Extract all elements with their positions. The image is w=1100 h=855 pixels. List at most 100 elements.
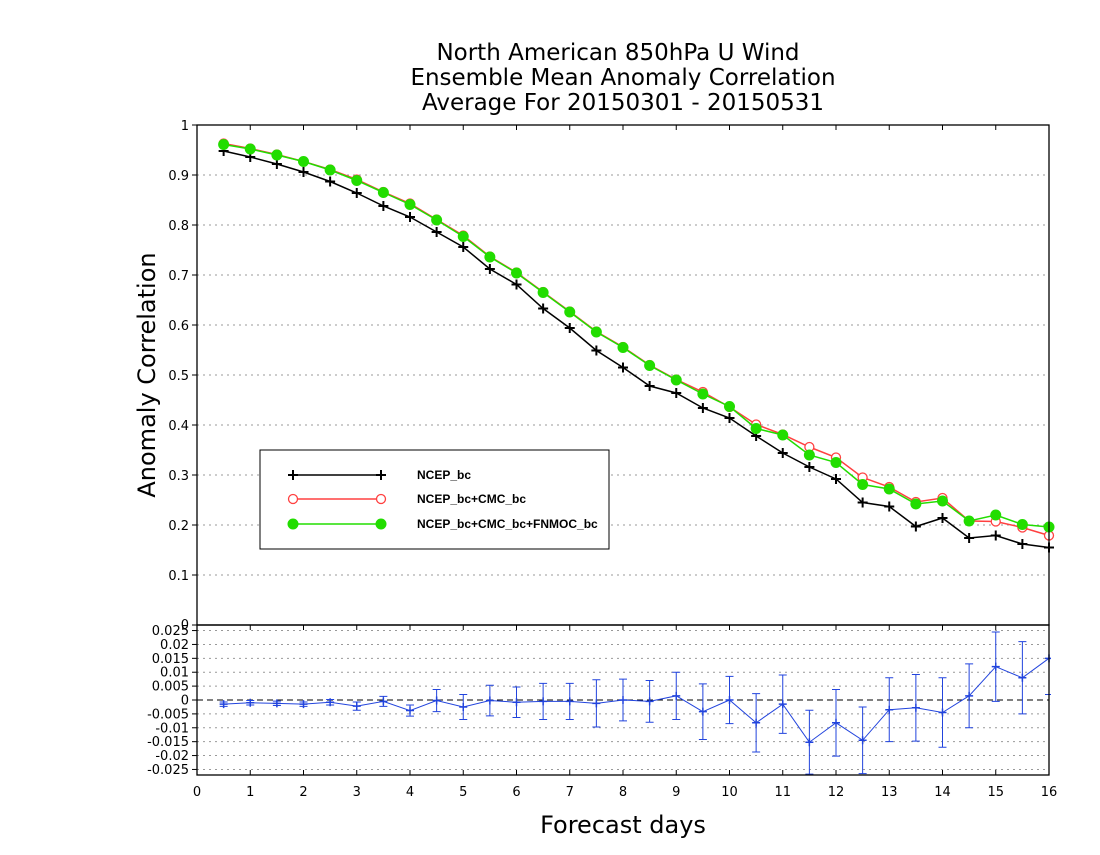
data-point bbox=[884, 501, 895, 512]
data-point bbox=[910, 498, 922, 510]
difference-point bbox=[539, 697, 548, 706]
lower-y-tick-label: -0.015 bbox=[147, 735, 189, 750]
difference-point bbox=[965, 691, 974, 700]
legend-label: NCEP_bc+CMC_bc bbox=[417, 492, 526, 506]
x-tick-label: 9 bbox=[672, 785, 680, 800]
legend-marker bbox=[287, 518, 299, 530]
data-point bbox=[697, 403, 708, 413]
upper-y-tick-label: 0.7 bbox=[168, 269, 189, 284]
upper-y-tick-label: 0.8 bbox=[168, 219, 189, 234]
data-point bbox=[830, 457, 842, 468]
data-point bbox=[1016, 519, 1028, 530]
x-tick-label: 1 bbox=[246, 785, 254, 800]
data-point bbox=[538, 303, 549, 314]
difference-point bbox=[645, 697, 654, 706]
difference-point bbox=[991, 662, 1000, 671]
data-point bbox=[697, 388, 709, 400]
x-axis-label: Forecast days bbox=[540, 811, 706, 839]
data-point bbox=[777, 448, 788, 458]
legend-label: NCEP_bc bbox=[417, 468, 471, 482]
data-point bbox=[777, 429, 789, 441]
x-tick-label: 16 bbox=[1041, 785, 1058, 800]
difference-point bbox=[565, 697, 574, 706]
data-point bbox=[378, 201, 389, 211]
difference-point bbox=[272, 699, 281, 708]
difference-point bbox=[619, 696, 627, 704]
lower-y-tick-label: 0.015 bbox=[152, 652, 189, 667]
upper-panel: 0.1 0.2 0.3 0.4 0.5 0.6 0.7 0.8 0.9 1 bbox=[168, 119, 1055, 626]
data-point bbox=[964, 533, 975, 543]
data-point bbox=[990, 509, 1002, 521]
x-ticks: 0 1 2 3 4 5 6 7 8 9 10 11 12 13 14 15 16 bbox=[193, 625, 1057, 800]
difference-point bbox=[379, 697, 388, 706]
data-point bbox=[910, 521, 921, 532]
data-point bbox=[298, 156, 309, 167]
lower-y-tick-label: 0.025 bbox=[152, 624, 189, 639]
data-point bbox=[1017, 539, 1028, 549]
difference-point bbox=[432, 696, 441, 705]
legend-item-0: NCEP_bc bbox=[288, 468, 471, 482]
difference-point bbox=[938, 708, 947, 717]
difference-point bbox=[672, 691, 681, 700]
difference-point bbox=[805, 738, 814, 747]
difference-series bbox=[219, 625, 1051, 775]
legend: NCEP_bc NCEP_bc+CMC_bc NCEP_bc+CMC_bc+FNMO… bbox=[259, 449, 610, 550]
data-point bbox=[324, 164, 336, 176]
data-point bbox=[591, 345, 602, 356]
y-axis-label: Anomaly Correlation bbox=[133, 252, 161, 497]
title-line-1: North American 850hPa U Wind bbox=[436, 40, 799, 66]
lower-y-tick-label: 0.005 bbox=[152, 680, 189, 695]
data-point bbox=[857, 497, 868, 508]
difference-point bbox=[911, 703, 920, 712]
difference-point bbox=[299, 700, 308, 709]
data-point bbox=[218, 139, 230, 150]
x-tick-label: 7 bbox=[566, 785, 574, 800]
series-0 bbox=[218, 146, 1054, 553]
lower-y-tick-label: -0.025 bbox=[147, 763, 189, 778]
upper-y-tick-label: 0.6 bbox=[168, 319, 189, 334]
x-tick-label: 14 bbox=[934, 785, 951, 800]
data-point bbox=[564, 306, 576, 318]
x-tick-label: 3 bbox=[353, 785, 361, 800]
upper-y-tick-label: 0.4 bbox=[168, 419, 189, 434]
data-point bbox=[831, 474, 841, 484]
lower-y-tick-label: 0.01 bbox=[160, 666, 189, 681]
difference-point bbox=[485, 696, 494, 705]
difference-point bbox=[885, 705, 894, 714]
data-point bbox=[537, 287, 549, 298]
x-tick-label: 12 bbox=[828, 785, 845, 800]
x-tick-label: 11 bbox=[774, 785, 791, 800]
data-point bbox=[750, 423, 762, 434]
data-point bbox=[271, 159, 282, 169]
difference-point bbox=[698, 707, 707, 716]
data-point bbox=[670, 374, 682, 386]
data-point bbox=[377, 187, 389, 198]
title-line-3: Average For 20150301 - 20150531 bbox=[422, 90, 824, 116]
difference-point bbox=[406, 706, 414, 715]
data-point bbox=[724, 401, 735, 412]
data-point bbox=[405, 212, 415, 222]
data-point bbox=[644, 360, 656, 371]
lower-frame bbox=[196, 624, 1050, 776]
data-point bbox=[644, 381, 655, 391]
difference-point bbox=[326, 698, 335, 707]
data-point bbox=[990, 530, 1001, 541]
upper-y-tick-label: 0.2 bbox=[168, 519, 189, 534]
data-point bbox=[617, 342, 629, 353]
difference-point bbox=[352, 702, 361, 711]
data-point bbox=[671, 388, 682, 398]
data-point bbox=[618, 362, 628, 373]
upper-y-tick-label: 0.3 bbox=[168, 469, 189, 484]
data-point bbox=[351, 188, 362, 198]
upper-grid bbox=[197, 174, 1049, 576]
data-point bbox=[457, 231, 469, 242]
data-point bbox=[325, 176, 336, 187]
difference-point bbox=[858, 736, 867, 745]
legend-item-1: NCEP_bc+CMC_bc bbox=[287, 492, 526, 506]
legend-marker bbox=[375, 493, 387, 505]
data-point bbox=[803, 449, 815, 461]
lower-y-tick-label: -0.02 bbox=[155, 749, 189, 764]
difference-point bbox=[1018, 673, 1027, 682]
x-tick-label: 0 bbox=[193, 785, 201, 800]
